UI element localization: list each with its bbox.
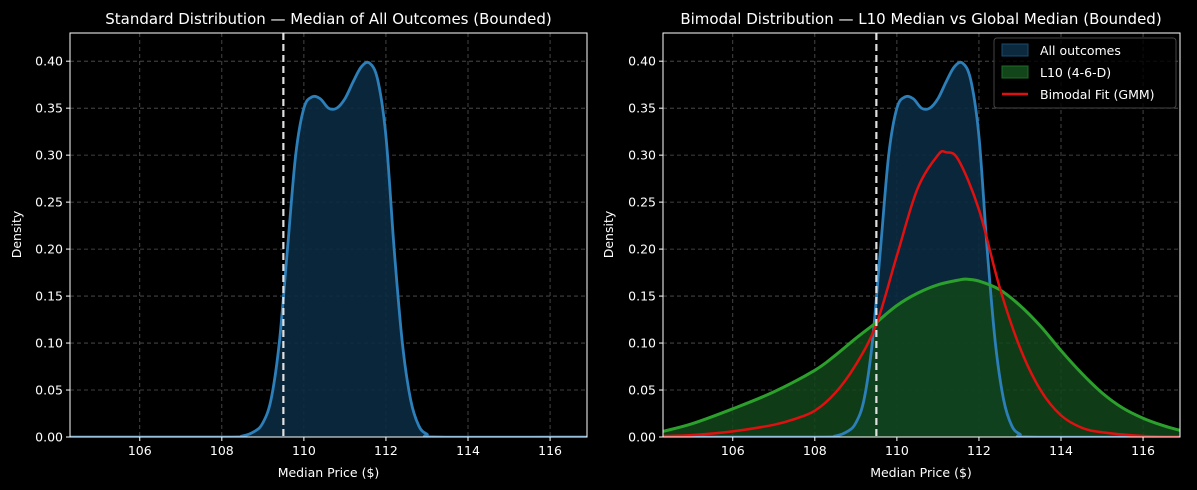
right-x-tick-label-2: 110	[885, 443, 909, 458]
right-fills	[663, 62, 1180, 437]
right-axes-frame	[662, 32, 1181, 438]
right-lines	[663, 60, 1180, 437]
right-y-tick-label-4: 0.20	[628, 242, 656, 257]
right-x-axis-label: Median Price ($)	[870, 465, 972, 480]
right-y-tick-label-6: 0.30	[628, 148, 656, 163]
left-y-tick-label-4: 0.20	[35, 242, 63, 257]
left-x-tick-label-1: 108	[210, 443, 234, 458]
left-all-outcomes-area	[70, 62, 587, 437]
left-y-tick-label-6: 0.30	[35, 148, 63, 163]
legend-swatch-l10	[1001, 65, 1029, 79]
legend-box	[993, 37, 1177, 109]
right-y-tick-label-7: 0.35	[628, 101, 656, 116]
right-y-tick-label-3: 0.15	[628, 289, 656, 304]
left-x-tick-label-5: 116	[538, 443, 562, 458]
right-gmm-fit-line	[663, 149, 1180, 437]
right-l10-line	[663, 277, 1180, 433]
left-y-tick-label-0: 0.00	[35, 430, 63, 445]
right-x-tick-label-4: 114	[1049, 443, 1073, 458]
right-y-tick-label-2: 0.10	[628, 336, 656, 351]
right-all-outcomes-area	[663, 62, 1180, 437]
left-y-tick-label-8: 0.40	[35, 54, 63, 69]
left-chart-title: Standard Distribution — Median of All Ou…	[105, 10, 551, 28]
left-x-tick-label-2: 110	[292, 443, 316, 458]
left-chart-panel: Standard Distribution — Median of All Ou…	[9, 10, 588, 480]
right-x-tick-label-0: 106	[721, 443, 745, 458]
legend-swatch-all-outcomes	[1001, 43, 1029, 57]
left-y-axis-label: Density	[9, 210, 24, 258]
left-x-axis-label: Median Price ($)	[278, 465, 380, 480]
right-x-tick-label-3: 112	[967, 443, 991, 458]
left-plot-area	[70, 33, 587, 437]
right-all-outcomes-line	[663, 60, 1180, 437]
legend-label-all-outcomes: All outcomes	[1040, 43, 1121, 58]
left-y-tick-label-7: 0.35	[35, 101, 63, 116]
left-fills	[70, 62, 587, 437]
left-axes: 106 108 110 112 114 116 0.00 0.05 0.10 0.15 0.20 0.…	[35, 54, 562, 458]
left-x-tick-label-3: 112	[374, 443, 398, 458]
legend-label-l10: L10 (4-6-D)	[1040, 65, 1111, 80]
left-y-tick-label-2: 0.10	[35, 336, 63, 351]
left-y-tick-label-1: 0.05	[35, 383, 63, 398]
left-y-tick-label-5: 0.25	[35, 195, 63, 210]
legend-label-gmm: Bimodal Fit (GMM)	[1040, 87, 1155, 102]
right-y-tick-label-0: 0.00	[628, 430, 656, 445]
right-y-tick-label-8: 0.40	[628, 54, 656, 69]
left-x-tick-label-0: 106	[128, 443, 152, 458]
left-x-tick-label-4: 114	[456, 443, 480, 458]
right-x-tick-label-1: 108	[803, 443, 827, 458]
right-plot-area	[663, 33, 1180, 437]
left-all-outcomes-line	[70, 60, 587, 437]
right-chart-title: Bimodal Distribution — L10 Median vs Glo…	[680, 10, 1161, 28]
right-y-tick-label-5: 0.25	[628, 195, 656, 210]
left-lines	[70, 60, 587, 437]
right-y-axis-label: Density	[601, 210, 616, 258]
legend: All outcomes L10 (4-6-D) Bimodal Fit (GM…	[993, 37, 1177, 109]
right-axes: 106 108 110 112 114 116 0.00 0.05 0.10 0.15 0.20 0.…	[628, 54, 1155, 458]
right-y-tick-label-1: 0.05	[628, 383, 656, 398]
left-axes-frame	[69, 32, 588, 438]
right-l10-area	[663, 279, 1180, 437]
right-x-tick-label-5: 116	[1131, 443, 1155, 458]
left-y-tick-label-3: 0.15	[35, 289, 63, 304]
right-chart-panel: Bimodal Distribution — L10 Median vs Glo…	[601, 10, 1181, 480]
